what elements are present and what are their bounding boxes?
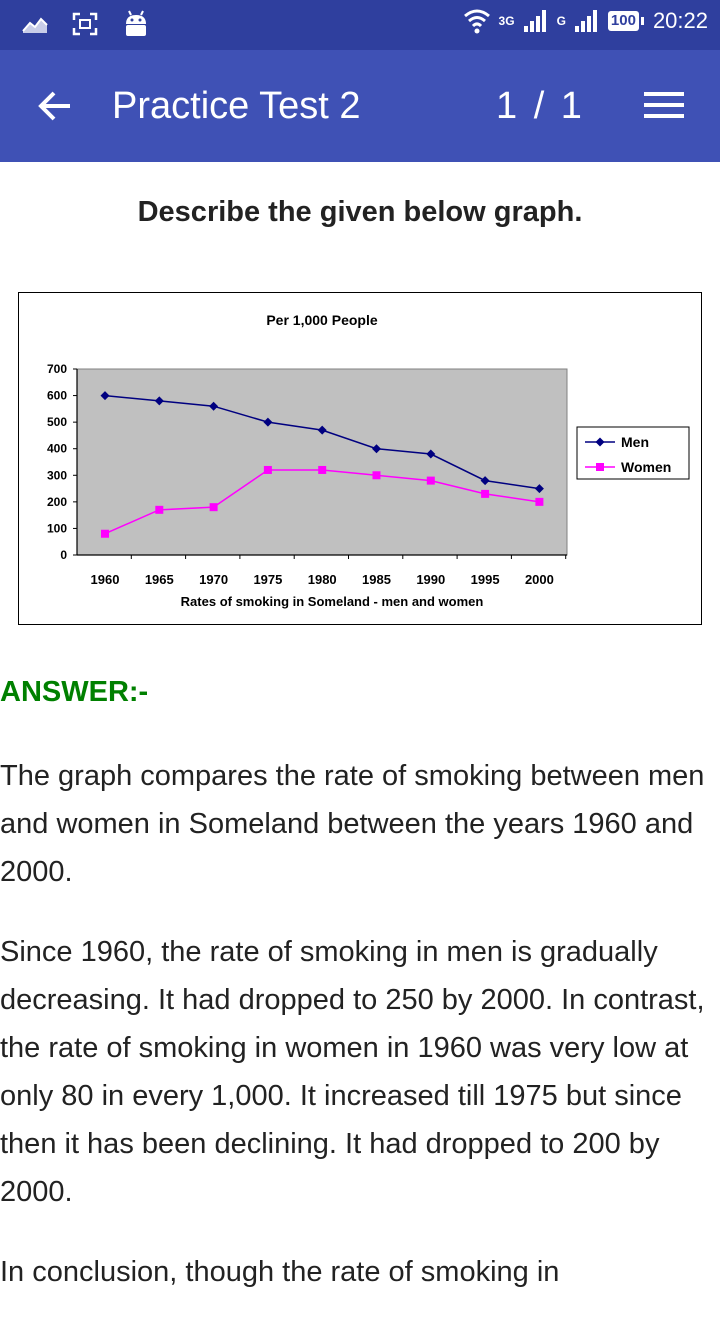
y-tick-label: 0 xyxy=(60,548,67,562)
x-tick-label: 1975 xyxy=(253,572,282,587)
legend-label: Men xyxy=(621,434,649,450)
network-type-label: 3G xyxy=(498,14,515,28)
y-tick-label: 400 xyxy=(47,442,67,456)
legend-marker xyxy=(595,437,605,447)
android-icon xyxy=(126,10,146,36)
x-tick-label: 1980 xyxy=(308,572,337,587)
chart-title: Per 1,000 People xyxy=(266,312,378,328)
network-type-label-2: G xyxy=(556,14,566,28)
x-tick-label: 1985 xyxy=(362,572,391,587)
data-point-men xyxy=(209,401,219,411)
answer-text: The graph compares the rate of smoking b… xyxy=(0,752,715,1328)
back-arrow-icon[interactable] xyxy=(34,80,78,132)
y-tick-label: 600 xyxy=(47,389,67,403)
y-tick-label: 700 xyxy=(47,362,67,376)
data-point-men xyxy=(534,484,544,494)
question-text: Describe the given below graph. xyxy=(137,196,583,228)
image-notification-icon xyxy=(22,17,48,33)
x-tick-label: 1995 xyxy=(471,572,500,587)
y-tick-label: 300 xyxy=(47,468,67,482)
answer-paragraph: In conclusion, though the rate of smokin… xyxy=(0,1256,560,1288)
legend xyxy=(576,426,690,480)
answer-label: ANSWER:- xyxy=(0,676,149,708)
data-point-men xyxy=(426,449,436,459)
chart-svg: Per 1,000 People 0 100 200 300 400 500 600 700 19… xyxy=(47,312,690,609)
menu-icon[interactable] xyxy=(644,92,684,122)
legend-marker xyxy=(596,463,604,471)
clock: 20:22 xyxy=(652,8,708,33)
x-tick-label: 1960 xyxy=(91,572,120,587)
plot-area xyxy=(76,368,568,556)
page-counter: 1 / 1 xyxy=(496,85,582,127)
x-axis-label: Rates of smoking in Someland - men and w… xyxy=(181,594,484,609)
battery-icon: 100 xyxy=(607,11,644,31)
data-point-women xyxy=(318,465,327,474)
data-point-men xyxy=(100,391,110,401)
signal-icon xyxy=(523,10,546,32)
data-point-men xyxy=(480,476,490,486)
data-point-women xyxy=(155,505,164,514)
data-point-men xyxy=(263,417,273,427)
toolbar: Practice Test 2 1 / 1 xyxy=(0,50,720,162)
legend-label: Women xyxy=(621,459,671,475)
y-tick-label: 100 xyxy=(47,521,67,535)
data-point-women xyxy=(209,503,218,512)
data-point-women xyxy=(101,529,109,538)
data-point-men xyxy=(154,396,164,406)
answer-paragraph: The graph compares the rate of smoking b… xyxy=(0,760,705,888)
data-point-women xyxy=(426,476,435,485)
status-bar: 3G G 100 20:22 xyxy=(0,0,720,50)
y-tick-label: 200 xyxy=(47,495,67,509)
x-tick-label: 1970 xyxy=(199,572,228,587)
x-tick-label: 1990 xyxy=(416,572,445,587)
page-title: Practice Test 2 xyxy=(112,85,361,127)
wifi-icon xyxy=(463,9,490,34)
data-point-women xyxy=(481,489,490,498)
answer-paragraph: Since 1960, the rate of smoking in men i… xyxy=(0,936,705,1208)
x-tick-label: 2000 xyxy=(525,572,554,587)
signal-icon-2 xyxy=(574,10,597,32)
x-tick-label: 1965 xyxy=(145,572,174,587)
data-point-men xyxy=(317,425,327,435)
data-point-men xyxy=(372,444,381,454)
chart: Per 1,000 People 0 100 200 300 400 500 600 700 19… xyxy=(18,292,702,625)
data-point-women xyxy=(263,465,272,474)
screenshot-icon xyxy=(72,12,98,36)
data-point-women xyxy=(535,497,544,506)
data-point-women xyxy=(372,471,381,480)
y-tick-label: 500 xyxy=(47,415,67,429)
